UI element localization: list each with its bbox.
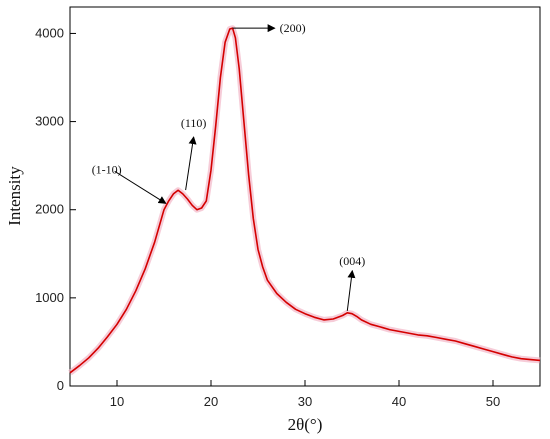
annotation-arrow	[346, 269, 356, 311]
y-tick-label: 0	[57, 378, 64, 393]
y-axis: 0 1000 2000 3000 4000	[35, 25, 76, 393]
series-layer	[68, 25, 541, 376]
annotation-arrow	[114, 170, 167, 204]
y-axis-title: Intensity	[5, 166, 24, 226]
y-tick-label: 3000	[35, 114, 64, 129]
x-tick-label: 40	[392, 394, 406, 409]
x-tick-label: 10	[110, 394, 124, 409]
annotation-arrow	[185, 136, 197, 191]
annotations: (1-10) (110) (200) (004)	[92, 21, 365, 311]
x-tick-label: 30	[298, 394, 312, 409]
series-halo	[68, 25, 541, 376]
y-tick-label: 4000	[35, 25, 64, 40]
x-axis: 10 20 30 40 50	[110, 380, 500, 409]
y-tick-label: 2000	[35, 202, 64, 217]
plot-frame	[69, 6, 541, 387]
x-tick-label: 50	[486, 394, 500, 409]
annotation-label: (1-10)	[92, 162, 122, 176]
annotation-label: (110)	[181, 116, 207, 130]
annotation-label: (200)	[280, 21, 306, 35]
series-line	[69, 27, 541, 374]
x-axis-title: 2θ(°)	[288, 415, 323, 434]
x-tick-label: 20	[204, 394, 218, 409]
y-tick-label: 1000	[35, 290, 64, 305]
annotation-label: (004)	[339, 254, 365, 268]
